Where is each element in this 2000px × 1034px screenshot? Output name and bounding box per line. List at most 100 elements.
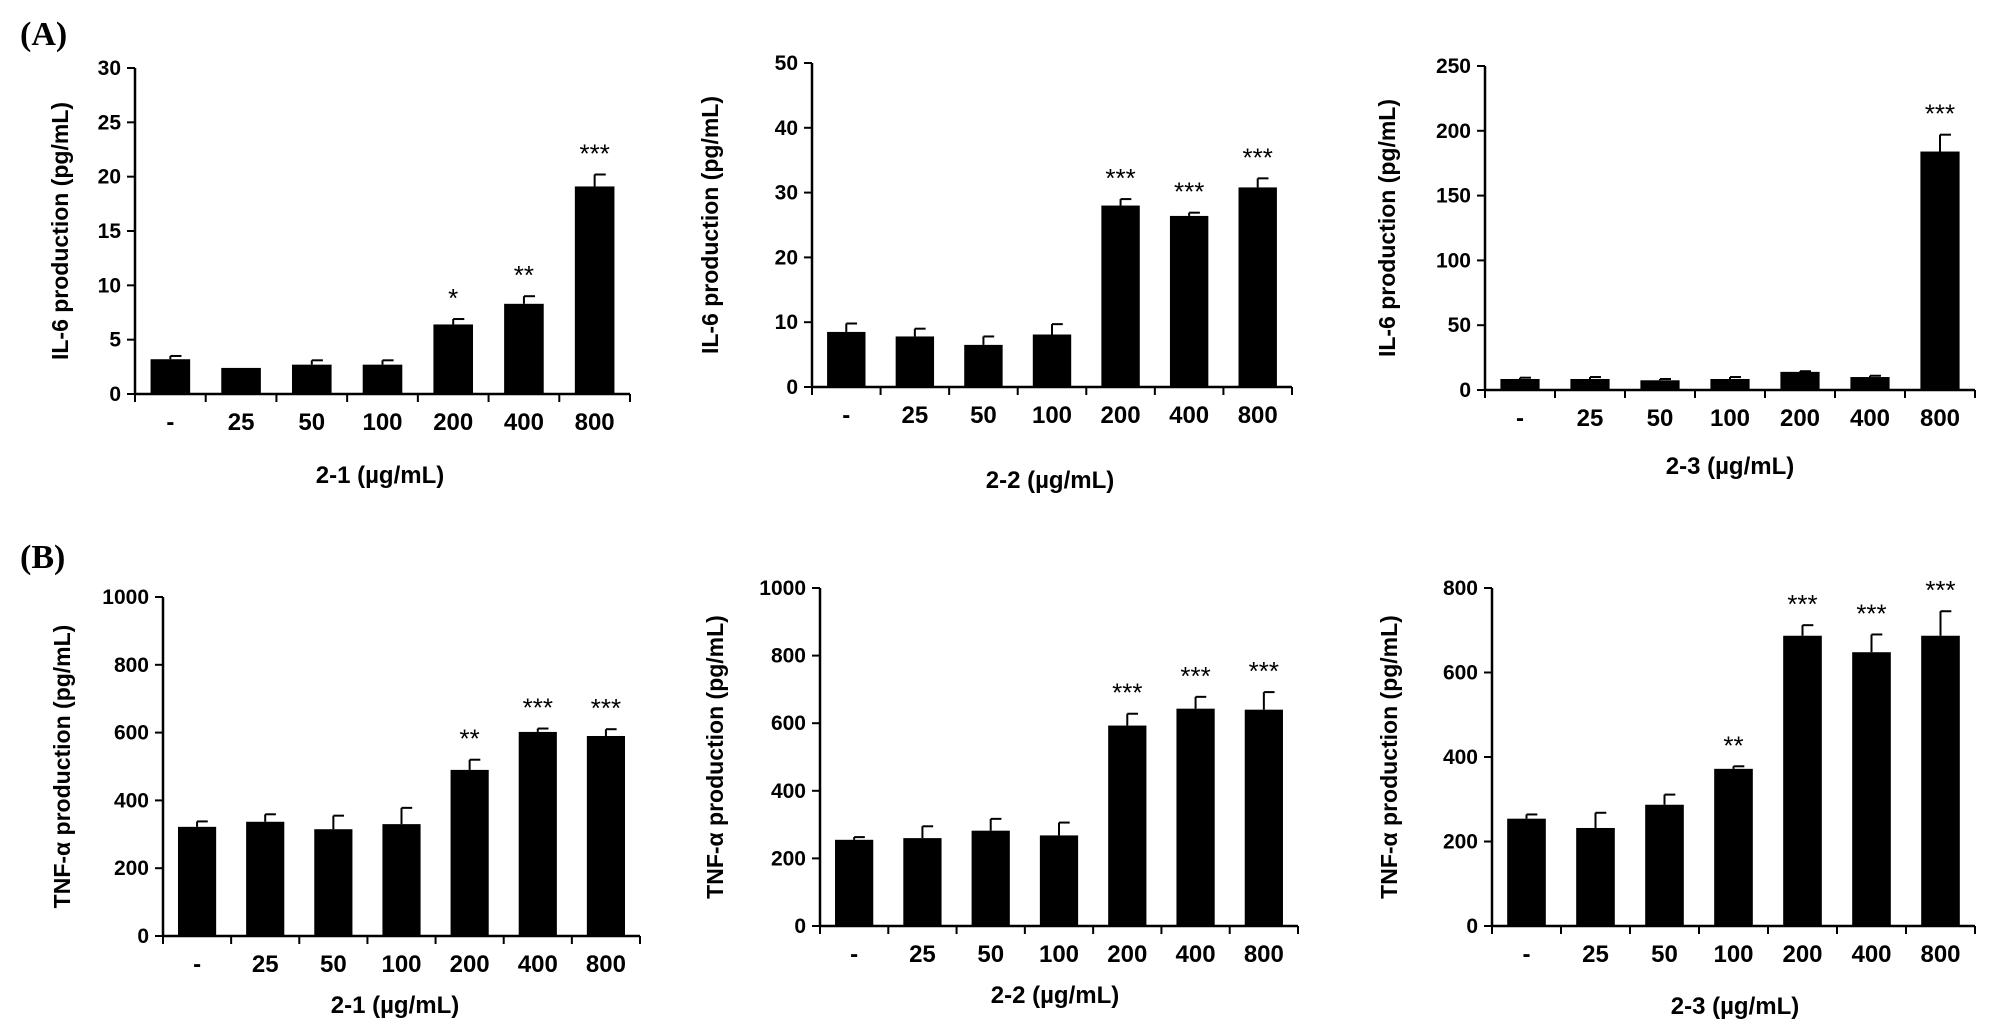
x-category-label: 100 (1032, 402, 1072, 429)
y-tick-label: 20 (775, 246, 798, 269)
x-category-label: 50 (977, 941, 1004, 968)
x-category-label: 400 (1169, 402, 1209, 429)
bar (1238, 187, 1277, 387)
significance-label: ** (514, 260, 534, 290)
y-tick-label: 600 (771, 712, 806, 735)
bar (1032, 334, 1072, 387)
significance-label: *** (523, 693, 553, 723)
bar (964, 344, 1003, 387)
y-tick-label: 250 (1436, 55, 1471, 78)
significance-label: *** (579, 138, 609, 168)
x-category-label: 100 (362, 409, 402, 436)
bar (291, 364, 332, 394)
significance-label: ** (1723, 730, 1743, 760)
significance-label: *** (1112, 678, 1142, 708)
significance-label: *** (1105, 163, 1135, 193)
significance-label: ** (460, 724, 480, 754)
x-category-label: 25 (228, 409, 255, 436)
y-tick-label: 400 (1443, 746, 1478, 769)
x-category-label: 100 (381, 951, 421, 978)
bar (1783, 635, 1822, 926)
x-category-label: 200 (1101, 402, 1141, 429)
bar (835, 839, 874, 926)
y-tick-label: 50 (1448, 314, 1471, 337)
x-category-label: 800 (1244, 941, 1284, 968)
y-tick-label: 100 (1436, 249, 1471, 272)
bar (971, 830, 1010, 926)
y-tick-label: 0 (794, 915, 806, 938)
significance-label: *** (1856, 598, 1886, 628)
x-category-label: 25 (902, 402, 929, 429)
bar (314, 829, 353, 936)
y-tick-label: 20 (98, 166, 121, 189)
y-tick-label: 150 (1436, 185, 1471, 208)
x-category-label: 100 (1713, 941, 1753, 968)
bar (504, 303, 544, 394)
y-tick-label: 800 (1443, 577, 1478, 600)
il6-chart-2-1: 0 5 10 15 20 25 30 - 25 50 100 200 * 400 ** 800 *** 2-1 (… (47, 57, 631, 489)
x-category-label: 200 (1780, 405, 1820, 432)
significance-label: * (448, 283, 458, 313)
bar (246, 821, 285, 936)
y-tick-label: 600 (114, 722, 149, 745)
y-tick-label: 5 (109, 329, 121, 352)
panel-label-b: (B) (20, 539, 65, 576)
bar (1921, 635, 1960, 926)
y-tick-label: 200 (771, 847, 806, 870)
x-category-label: 25 (909, 941, 936, 968)
y-tick-label: 0 (137, 925, 149, 948)
bar (574, 186, 615, 394)
bar (221, 367, 261, 394)
il6-chart-2-2: 0 10 20 30 40 50 - 25 50 100 200 *** 400 *** 800 *** 2-2… (697, 52, 1293, 494)
x-category-label: 200 (1782, 941, 1822, 968)
il6-chart-2-3: 0 50 100 150 200 250 - 25 50 100 200 400 800 *** 2-3 (… (1374, 55, 1976, 480)
bar (1780, 371, 1820, 390)
y-axis-title: TNF-α production (pg/mL) (49, 625, 75, 909)
bar (1640, 380, 1680, 390)
bar (903, 838, 942, 926)
y-axis-title: TNF-α production (pg/mL) (1376, 615, 1402, 899)
x-axis-title: 2-1 (µg/mL) (331, 992, 460, 1019)
bar (586, 735, 626, 936)
significance-label: *** (1925, 575, 1955, 605)
y-tick-label: 10 (98, 274, 121, 297)
x-category-label: 800 (1920, 405, 1960, 432)
bar (1108, 725, 1147, 926)
bar (1920, 151, 1960, 390)
panel-label-a: (A) (20, 16, 67, 53)
x-axis-title: 2-2 (µg/mL) (986, 467, 1115, 494)
y-tick-label: 200 (1436, 120, 1471, 143)
bar (518, 731, 557, 936)
y-tick-label: 10 (775, 311, 798, 334)
y-tick-label: 200 (1443, 831, 1478, 854)
y-tick-label: 30 (98, 57, 121, 80)
bar (1500, 378, 1540, 390)
bar (433, 324, 474, 394)
y-tick-label: 15 (98, 220, 122, 243)
x-axis-title: 2-2 (µg/mL) (991, 982, 1120, 1009)
x-category-label: - (193, 951, 201, 978)
tnf-chart-2-2: 0 200 400 600 800 1000 - 25 50 100 200 *** 400 *** 800… (702, 577, 1299, 1009)
bar (827, 331, 866, 387)
bar (450, 769, 489, 936)
x-category-label: 25 (1577, 405, 1604, 432)
x-category-label: 400 (1850, 405, 1890, 432)
y-axis-title: IL-6 production (pg/mL) (47, 102, 73, 360)
significance-label: *** (1243, 142, 1273, 172)
y-axis-title: IL-6 production (pg/mL) (1374, 99, 1400, 357)
y-tick-label: 800 (114, 654, 149, 677)
bar (1244, 709, 1283, 926)
significance-label: *** (1925, 99, 1955, 129)
x-category-label: 100 (1710, 405, 1750, 432)
bar (1714, 768, 1753, 926)
bar (1850, 377, 1890, 390)
bar (1710, 378, 1750, 390)
x-category-label: 800 (575, 409, 615, 436)
bar (382, 824, 421, 936)
x-category-label: - (1516, 405, 1524, 432)
y-tick-label: 25 (98, 111, 122, 134)
tnf-chart-2-3: 0 200 400 600 800 - 25 50 100 ** 200 *** 400 *** 800 **… (1376, 575, 1976, 1020)
bar (1576, 827, 1615, 926)
x-category-label: 25 (252, 951, 279, 978)
